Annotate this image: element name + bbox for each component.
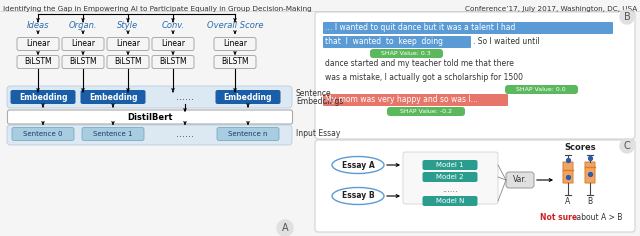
- FancyBboxPatch shape: [152, 55, 194, 68]
- Point: [585, 156, 595, 160]
- Text: Organ.: Organ.: [68, 21, 97, 30]
- Text: Style: Style: [117, 21, 139, 30]
- FancyBboxPatch shape: [217, 127, 279, 140]
- Circle shape: [620, 10, 634, 24]
- FancyBboxPatch shape: [82, 127, 144, 140]
- Text: Sentence 1: Sentence 1: [93, 131, 132, 137]
- FancyBboxPatch shape: [323, 36, 471, 48]
- Text: Model 2: Model 2: [436, 174, 464, 180]
- FancyBboxPatch shape: [17, 38, 59, 51]
- Text: Linear: Linear: [116, 39, 140, 49]
- Text: ......: ......: [442, 185, 458, 194]
- Text: SHAP Value: 0.3: SHAP Value: 0.3: [381, 51, 431, 56]
- Text: My mom was very happy and so was I...: My mom was very happy and so was I...: [325, 96, 477, 105]
- Point: [563, 158, 573, 162]
- Text: Linear: Linear: [223, 39, 247, 49]
- Text: was a mistake, I actually got a scholarship for 1500: was a mistake, I actually got a scholars…: [325, 73, 523, 83]
- Text: Scores: Scores: [564, 143, 596, 152]
- Text: A: A: [565, 197, 571, 206]
- Text: Model 1: Model 1: [436, 162, 464, 168]
- FancyBboxPatch shape: [7, 125, 292, 145]
- FancyBboxPatch shape: [7, 86, 292, 108]
- Text: Embeddings: Embeddings: [296, 97, 344, 106]
- FancyBboxPatch shape: [107, 38, 149, 51]
- Text: A: A: [282, 223, 288, 233]
- FancyBboxPatch shape: [8, 110, 292, 124]
- FancyBboxPatch shape: [323, 94, 508, 106]
- FancyBboxPatch shape: [107, 55, 149, 68]
- Text: about A > B: about A > B: [574, 214, 622, 223]
- FancyBboxPatch shape: [506, 172, 534, 188]
- FancyBboxPatch shape: [323, 22, 613, 34]
- Text: … I wanted to quit dance but it was a talent I had: … I wanted to quit dance but it was a ta…: [325, 24, 515, 33]
- Circle shape: [620, 139, 634, 153]
- FancyBboxPatch shape: [216, 90, 280, 104]
- FancyBboxPatch shape: [62, 55, 104, 68]
- Ellipse shape: [332, 187, 384, 205]
- Text: Essay A: Essay A: [342, 160, 374, 169]
- Text: Not sure: Not sure: [540, 214, 577, 223]
- Text: Overall Score: Overall Score: [207, 21, 263, 30]
- Text: Ideas: Ideas: [27, 21, 49, 30]
- Ellipse shape: [332, 156, 384, 173]
- Text: ......: ......: [176, 129, 194, 139]
- Text: Var.: Var.: [513, 176, 527, 185]
- Text: B: B: [588, 197, 593, 206]
- Text: BiLSTM: BiLSTM: [221, 58, 249, 67]
- Text: BiLSTM: BiLSTM: [159, 58, 187, 67]
- FancyBboxPatch shape: [370, 49, 443, 58]
- Text: Sentence: Sentence: [296, 88, 332, 97]
- Circle shape: [277, 220, 293, 236]
- FancyBboxPatch shape: [387, 107, 465, 116]
- Text: DistilBert: DistilBert: [127, 113, 173, 122]
- FancyBboxPatch shape: [214, 55, 256, 68]
- Text: Linear: Linear: [26, 39, 50, 49]
- Text: ......: ......: [176, 92, 194, 102]
- Text: Essay B: Essay B: [342, 191, 374, 201]
- Text: dance started and my teacher told me that there: dance started and my teacher told me tha…: [325, 59, 514, 68]
- Text: SHAP Value: 0.0: SHAP Value: 0.0: [516, 87, 566, 92]
- Text: Conv.: Conv.: [161, 21, 184, 30]
- FancyBboxPatch shape: [10, 90, 76, 104]
- Point: [585, 172, 595, 176]
- Text: BiLSTM: BiLSTM: [24, 58, 52, 67]
- Text: B: B: [623, 12, 630, 22]
- FancyBboxPatch shape: [81, 90, 145, 104]
- Text: Conference’17, July 2017, Washington, DC, USA: Conference’17, July 2017, Washington, DC…: [465, 6, 637, 12]
- FancyBboxPatch shape: [315, 140, 635, 232]
- FancyBboxPatch shape: [62, 38, 104, 51]
- Text: Embedding: Embedding: [224, 93, 272, 101]
- FancyBboxPatch shape: [12, 127, 74, 140]
- FancyBboxPatch shape: [17, 55, 59, 68]
- Text: Embedding: Embedding: [19, 93, 67, 101]
- Text: . So I waited until: . So I waited until: [473, 38, 540, 46]
- Text: that  I  wanted  to  keep  doing: that I wanted to keep doing: [325, 38, 443, 46]
- FancyBboxPatch shape: [585, 162, 595, 183]
- Text: Sentence 0: Sentence 0: [23, 131, 63, 137]
- Text: BiLSTM: BiLSTM: [114, 58, 142, 67]
- FancyBboxPatch shape: [505, 85, 578, 94]
- FancyBboxPatch shape: [152, 38, 194, 51]
- FancyBboxPatch shape: [422, 160, 477, 170]
- FancyBboxPatch shape: [563, 162, 573, 183]
- FancyBboxPatch shape: [422, 172, 477, 182]
- Point: [563, 175, 573, 179]
- Text: Linear: Linear: [71, 39, 95, 49]
- FancyBboxPatch shape: [315, 12, 635, 139]
- Text: Identifying the Gap in Empowering AI to Participate Equally in Group Decision-Ma: Identifying the Gap in Empowering AI to …: [3, 6, 312, 12]
- Text: Input Essay: Input Essay: [296, 130, 340, 139]
- Text: Model N: Model N: [436, 198, 464, 204]
- FancyBboxPatch shape: [214, 38, 256, 51]
- FancyBboxPatch shape: [422, 196, 477, 206]
- Text: SHAP Value: -0.2: SHAP Value: -0.2: [400, 109, 452, 114]
- Text: Linear: Linear: [161, 39, 185, 49]
- Text: C: C: [623, 141, 630, 151]
- Text: BiLSTM: BiLSTM: [69, 58, 97, 67]
- FancyBboxPatch shape: [403, 152, 498, 204]
- Text: Embedding: Embedding: [89, 93, 137, 101]
- Text: Sentence n: Sentence n: [228, 131, 268, 137]
